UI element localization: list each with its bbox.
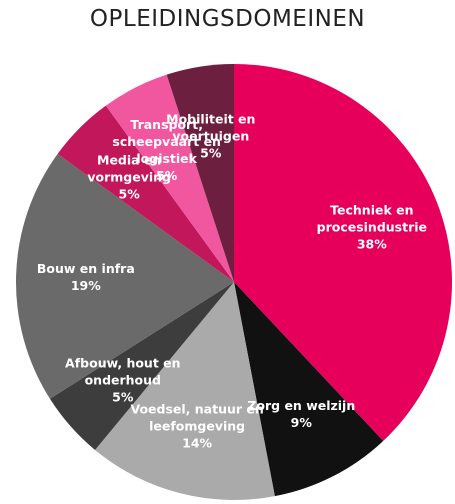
category-label: Transport, scheepvaart en logistiek bbox=[112, 116, 221, 166]
pie-slice bbox=[95, 282, 275, 500]
value-label: 5% bbox=[200, 145, 222, 161]
value-label: 9% bbox=[290, 415, 312, 431]
slice-label: Voedsel, natuur en leefomgeving 14% bbox=[127, 400, 267, 451]
pie-slice bbox=[57, 105, 235, 282]
category-label: Techniek en procesindustrie bbox=[316, 202, 428, 235]
chart-title: OPLEIDINGSDOMEINEN bbox=[89, 6, 366, 32]
category-label: Voedsel, natuur en leefomgeving bbox=[130, 401, 264, 434]
category-label: Zorg en welzijn bbox=[247, 398, 356, 414]
value-label: 14% bbox=[182, 435, 213, 451]
category-label: Media en vormgeving bbox=[87, 152, 171, 185]
pie-slice bbox=[234, 282, 384, 497]
slice-label: Media en vormgeving 5% bbox=[59, 152, 199, 203]
value-label: 5% bbox=[156, 167, 178, 183]
value-label: 38% bbox=[356, 236, 387, 252]
pie-slice bbox=[166, 64, 234, 282]
slice-label: Bouw en infra 19% bbox=[16, 260, 156, 294]
slice-label: Techniek en procesindustrie 38% bbox=[302, 202, 442, 253]
pie-slice bbox=[105, 74, 234, 282]
category-label: Mobiliteit en voertuigen bbox=[166, 111, 256, 144]
value-label: 5% bbox=[112, 389, 134, 405]
slice-label: Transport, scheepvaart en logistiek 5% bbox=[97, 116, 237, 184]
slice-label: Zorg en welzijn 9% bbox=[231, 397, 371, 431]
pie-slice bbox=[15, 153, 234, 399]
slice-label: Afbouw, hout en onderhoud 5% bbox=[53, 355, 193, 406]
category-label: Afbouw, hout en onderhoud bbox=[65, 355, 181, 388]
value-label: 19% bbox=[70, 278, 101, 294]
pie-slice bbox=[234, 64, 452, 441]
value-label: 5% bbox=[118, 186, 140, 202]
slice-label: Mobiliteit en voertuigen 5% bbox=[141, 110, 281, 161]
category-label: Bouw en infra bbox=[36, 261, 135, 277]
pie-slice bbox=[49, 282, 235, 450]
